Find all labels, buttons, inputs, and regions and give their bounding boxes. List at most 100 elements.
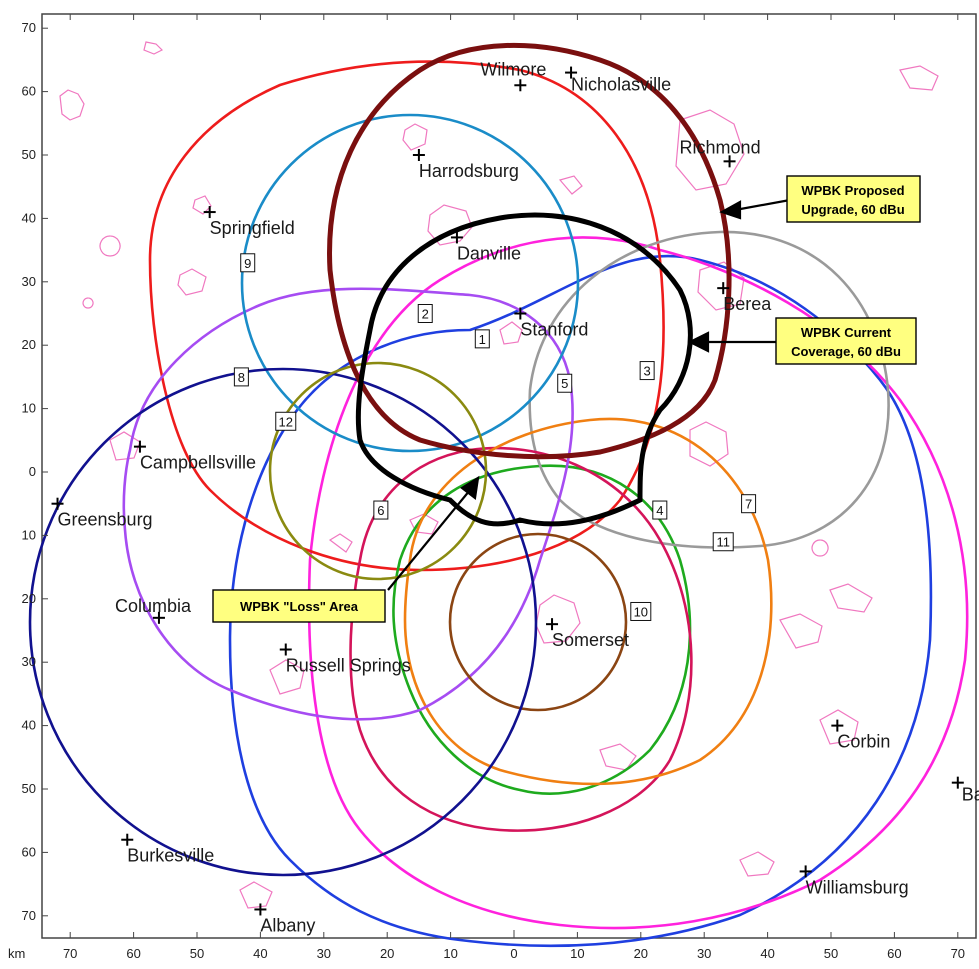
x-tick-label: 60	[126, 946, 140, 961]
contour-number-6: 6	[373, 500, 389, 520]
contour-7-orange	[403, 417, 773, 786]
callout-arrows	[387, 198, 791, 591]
svg-text:8: 8	[238, 370, 245, 385]
contour-number-11: 11	[712, 532, 734, 552]
x-tick-label: 10	[570, 946, 584, 961]
contour-number-4: 4	[652, 500, 668, 520]
y-tick-label: 0	[29, 464, 36, 479]
city-label: Burkesville	[127, 846, 214, 866]
svg-text:2: 2	[422, 307, 429, 322]
city-campbellsville: Campbellsville	[133, 440, 256, 473]
city-burkesville: Burkesville	[121, 833, 214, 866]
x-tick-label: 70	[951, 946, 965, 961]
y-tick-label: 40	[22, 718, 36, 733]
contour-9-cyan	[240, 113, 580, 453]
y-tick-label: 30	[22, 654, 36, 669]
y-tick-label: 70	[22, 20, 36, 35]
contour-number-2: 2	[417, 304, 433, 323]
contour-11-navy	[28, 367, 538, 877]
svg-text:3: 3	[644, 364, 651, 379]
contour-number-5: 5	[557, 373, 573, 393]
x-tick-label: 0	[510, 946, 517, 961]
city-label: Harrodsburg	[419, 161, 519, 181]
svg-text:6: 6	[377, 503, 384, 518]
svg-text:5: 5	[561, 376, 568, 391]
contour-proposed-upgrade	[327, 42, 732, 460]
y-tick-label: 10	[22, 527, 36, 542]
city-label: Somerset	[552, 630, 629, 650]
town-outlines	[59, 41, 939, 909]
y-tick-label: 50	[22, 147, 36, 162]
callout-proposed-line1: WPBK Proposed	[801, 183, 904, 198]
city-label: Albany	[260, 915, 315, 935]
city-russell-springs: Russell Springs	[279, 643, 411, 676]
y-tick-label: 70	[22, 908, 36, 923]
city-nicholasville: Nicholasville	[565, 66, 671, 95]
y-tick-label: 30	[22, 274, 36, 289]
city-label: Williamsburg	[806, 877, 909, 897]
city-markers: Wilmore Nicholasville Richmond Harrodsburg S…	[51, 59, 979, 935]
city-albany: Albany	[254, 903, 315, 935]
callout-current: WPBK Current Coverage, 60 dBu	[775, 317, 917, 365]
svg-text:7: 7	[745, 497, 752, 512]
svg-text:4: 4	[656, 503, 663, 518]
x-tick-label: 40	[253, 946, 267, 961]
city-harrodsburg: Harrodsburg	[412, 149, 519, 181]
contour-2-magenta	[307, 236, 969, 930]
map-frame	[41, 13, 977, 939]
city-greensburg: Greensburg	[51, 497, 153, 530]
x-tick-label: 50	[190, 946, 204, 961]
axis-layer: 70 60 50 40 30 20 10 0 10 20 30 40 50 60 70km706050403…	[8, 14, 965, 961]
y-tick-label: 20	[22, 591, 36, 606]
x-tick-label: 60	[887, 946, 901, 961]
callout-current-line2: Coverage, 60 dBu	[791, 344, 901, 359]
contour-number-3: 3	[639, 361, 655, 381]
x-tick-label: 10	[443, 946, 457, 961]
svg-text:1: 1	[479, 332, 486, 347]
y-tick-label: 60	[22, 844, 36, 859]
contour-number-1: 1	[474, 329, 490, 349]
contour-10-brown	[448, 532, 628, 712]
y-tick-label: 50	[22, 781, 36, 796]
city-label: Berea	[723, 294, 772, 314]
y-tick-label: 40	[22, 210, 36, 225]
city-ba: Ba	[951, 776, 979, 805]
city-label: Wilmore	[480, 59, 546, 79]
x-tick-label: 20	[380, 946, 394, 961]
coverage-contours	[28, 60, 969, 948]
city-label: Corbin	[837, 732, 890, 752]
x-tick-label: 70	[63, 946, 77, 961]
contour-3-red	[148, 60, 665, 572]
city-label: Springfield	[210, 218, 295, 238]
svg-text:9: 9	[244, 256, 251, 271]
contour-number-12: 12	[275, 411, 297, 431]
axis-unit-label: km	[8, 946, 25, 961]
y-tick-label: 60	[22, 84, 36, 99]
city-wilmore: Wilmore	[480, 59, 546, 92]
contour-5-gray	[528, 230, 890, 549]
city-stanford: Stanford	[514, 307, 588, 340]
city-label: Stanford	[520, 320, 588, 340]
y-tick-label: 20	[22, 337, 36, 352]
city-danville: Danville	[450, 231, 521, 263]
city-columbia: Columbia	[115, 596, 192, 624]
contour-12-olive	[268, 361, 488, 581]
city-berea: Berea	[717, 282, 772, 314]
contour-number-8: 8	[233, 367, 249, 387]
city-williamsburg: Williamsburg	[799, 865, 909, 897]
x-tick-label: 50	[824, 946, 838, 961]
contour-number-10: 10	[630, 601, 652, 621]
city-label: Greensburg	[58, 510, 153, 530]
contour-8-purple	[122, 287, 574, 721]
city-springfield: Springfield	[203, 206, 295, 238]
city-label: Nicholasville	[571, 75, 671, 95]
callout-current-line1: WPBK Current	[801, 325, 892, 340]
x-tick-label: 40	[760, 946, 774, 961]
callout-proposed: WPBK Proposed Upgrade, 60 dBu	[786, 175, 921, 223]
svg-text:10: 10	[634, 604, 648, 619]
contour-current-coverage	[355, 212, 693, 527]
callout-proposed-line2: Upgrade, 60 dBu	[801, 202, 904, 217]
contour-number-7: 7	[741, 494, 757, 514]
city-label: Campbellsville	[140, 453, 256, 473]
